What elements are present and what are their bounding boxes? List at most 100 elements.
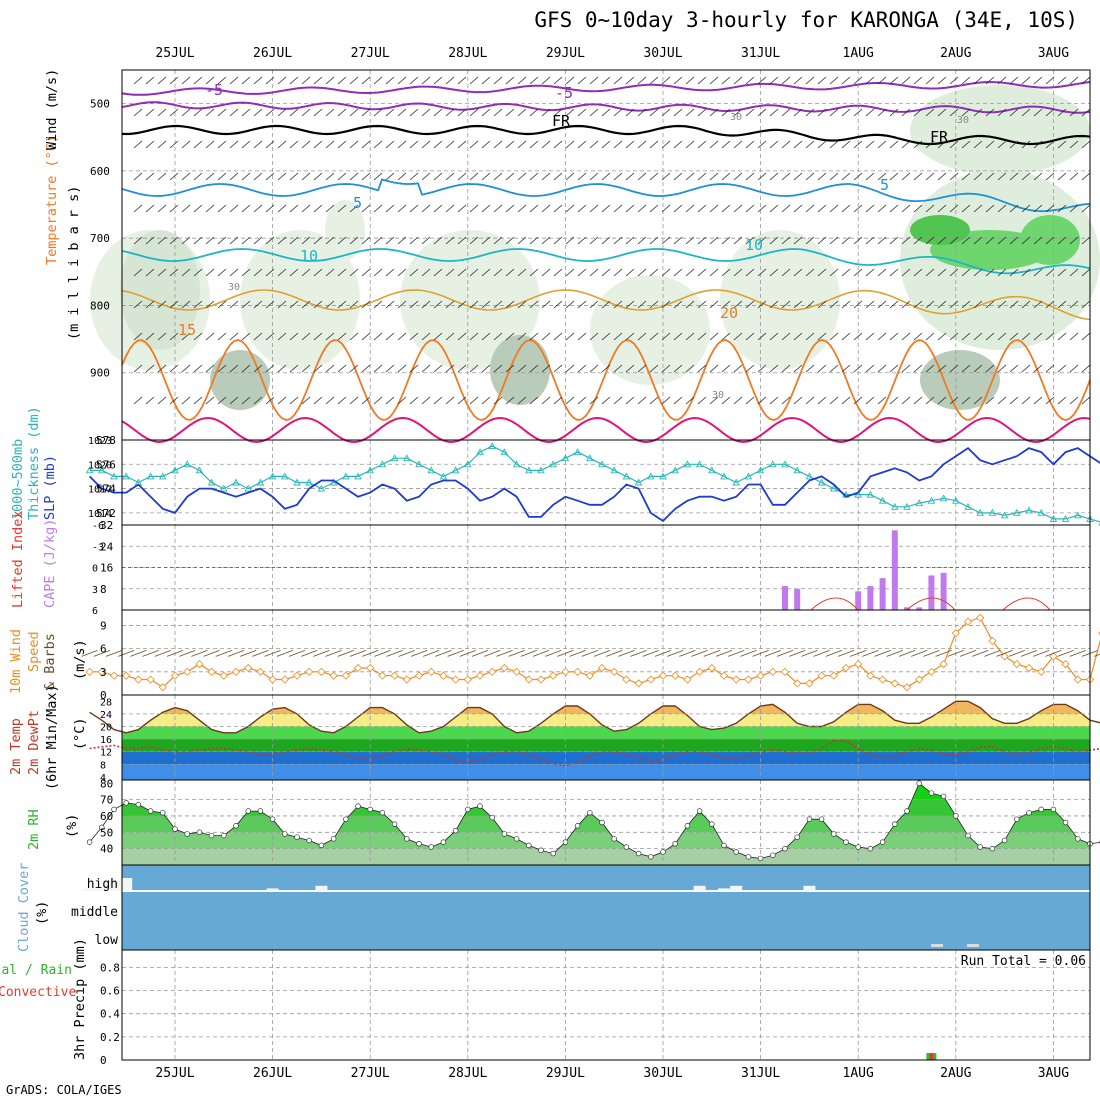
wind-barb: [841, 300, 851, 309]
wind-barb: [325, 76, 335, 85]
temp-band: [122, 764, 1090, 780]
wind-barb: [1081, 300, 1091, 309]
wind-barb: [1045, 268, 1055, 277]
wind-barb: [733, 364, 743, 373]
wind-barb: [301, 268, 311, 277]
rh-band: [122, 848, 1090, 865]
wind-barb: [313, 140, 323, 149]
wind-barb: [181, 300, 191, 309]
wind-barb: [1069, 332, 1079, 341]
wind-barb: [241, 236, 251, 245]
wind-barb: [781, 172, 791, 181]
wind-barb: [901, 396, 911, 405]
wind-barb: [949, 236, 959, 245]
wind-barb: [841, 396, 851, 405]
wind-barb: [1069, 108, 1079, 117]
wind-barb: [805, 332, 815, 341]
wind-barb: [481, 204, 491, 213]
wind-barb: [205, 364, 215, 373]
wind-barb: [169, 300, 179, 309]
wind-barb: [673, 140, 683, 149]
wind-barb: [1057, 204, 1067, 213]
wind-barb: [985, 172, 995, 181]
rh-marker: [879, 839, 886, 845]
wind-barb: [685, 332, 695, 341]
wind-barb: [1045, 172, 1055, 181]
wind-barb-10m: [105, 649, 123, 657]
wind-barb: [253, 300, 263, 309]
wind-barb-10m: [240, 649, 257, 657]
wind-barb: [445, 108, 455, 117]
wind-barb: [649, 204, 659, 213]
wind-barb: [169, 172, 179, 181]
wind-barb: [469, 268, 479, 277]
wind-barb: [469, 300, 479, 309]
wind-barb: [817, 140, 827, 149]
wind-barb: [901, 204, 911, 213]
wind-barb: [469, 332, 479, 341]
wind-barb: [601, 332, 611, 341]
wind-barb: [745, 268, 755, 277]
thickness-marker: [830, 484, 838, 492]
wind-barb: [805, 108, 815, 117]
wind-barb: [817, 236, 827, 245]
thickness-marker: [683, 460, 692, 468]
wind-barb: [481, 300, 491, 309]
ytick-slp: 1020: [88, 460, 112, 471]
thickness-marker: [207, 478, 216, 486]
wind-barb: [289, 76, 299, 85]
wind-barb-10m: [118, 649, 135, 657]
wind-barb: [409, 364, 419, 373]
cape-bar: [940, 572, 947, 610]
wind-barb: [889, 140, 899, 149]
thickness-marker: [390, 454, 399, 462]
wind-barb: [685, 76, 695, 85]
wind-barb: [409, 172, 419, 181]
wind-barb: [205, 108, 215, 117]
ylabel-cloud-unit: (%): [34, 900, 50, 925]
wind-barb: [769, 364, 779, 373]
wind-barb: [565, 140, 575, 149]
wind-barb: [577, 236, 587, 245]
date-label: 28JUL: [448, 46, 488, 61]
contour-minus5-lower: [121, 101, 1091, 114]
rh-marker: [770, 852, 776, 858]
wind-barb-10m: [789, 649, 806, 657]
rh-marker: [355, 803, 361, 809]
wind-barb: [301, 364, 311, 373]
wind-barb: [793, 300, 803, 309]
wind-barb: [289, 108, 299, 117]
wind-barb: [193, 172, 203, 181]
wind-barb: [361, 236, 371, 245]
wind-barb: [457, 332, 467, 341]
wind-barb: [829, 172, 839, 181]
wind-barb: [349, 108, 359, 117]
wind-barb: [385, 140, 395, 149]
wind-barb: [265, 76, 275, 85]
wind-barb: [925, 396, 935, 405]
wind-barb: [889, 172, 899, 181]
wind-barb: [433, 172, 443, 181]
wind-barb: [637, 76, 647, 85]
date-label: 25JUL: [155, 1066, 195, 1081]
wind-barb: [661, 204, 671, 213]
wind-speed-marker: [134, 675, 143, 684]
wind-barb: [553, 332, 563, 341]
rh-marker: [282, 831, 288, 837]
thickness-marker: [85, 466, 94, 474]
wind-barb: [241, 76, 251, 85]
wind-barb: [1069, 396, 1079, 405]
rh-marker: [111, 806, 117, 813]
wind-barb: [289, 396, 299, 405]
thickness-marker: [232, 478, 240, 486]
wind-barb-10m: [1045, 649, 1062, 657]
wind-barb: [217, 204, 227, 213]
wind-barb: [853, 204, 863, 213]
wind-speed-marker: [146, 675, 155, 684]
wind-barb: [541, 332, 551, 341]
wind-barb: [457, 396, 467, 405]
temp-band: [122, 713, 1090, 727]
thickness-marker: [781, 460, 789, 468]
wind-barb: [637, 332, 647, 341]
wind-barb: [193, 332, 203, 341]
